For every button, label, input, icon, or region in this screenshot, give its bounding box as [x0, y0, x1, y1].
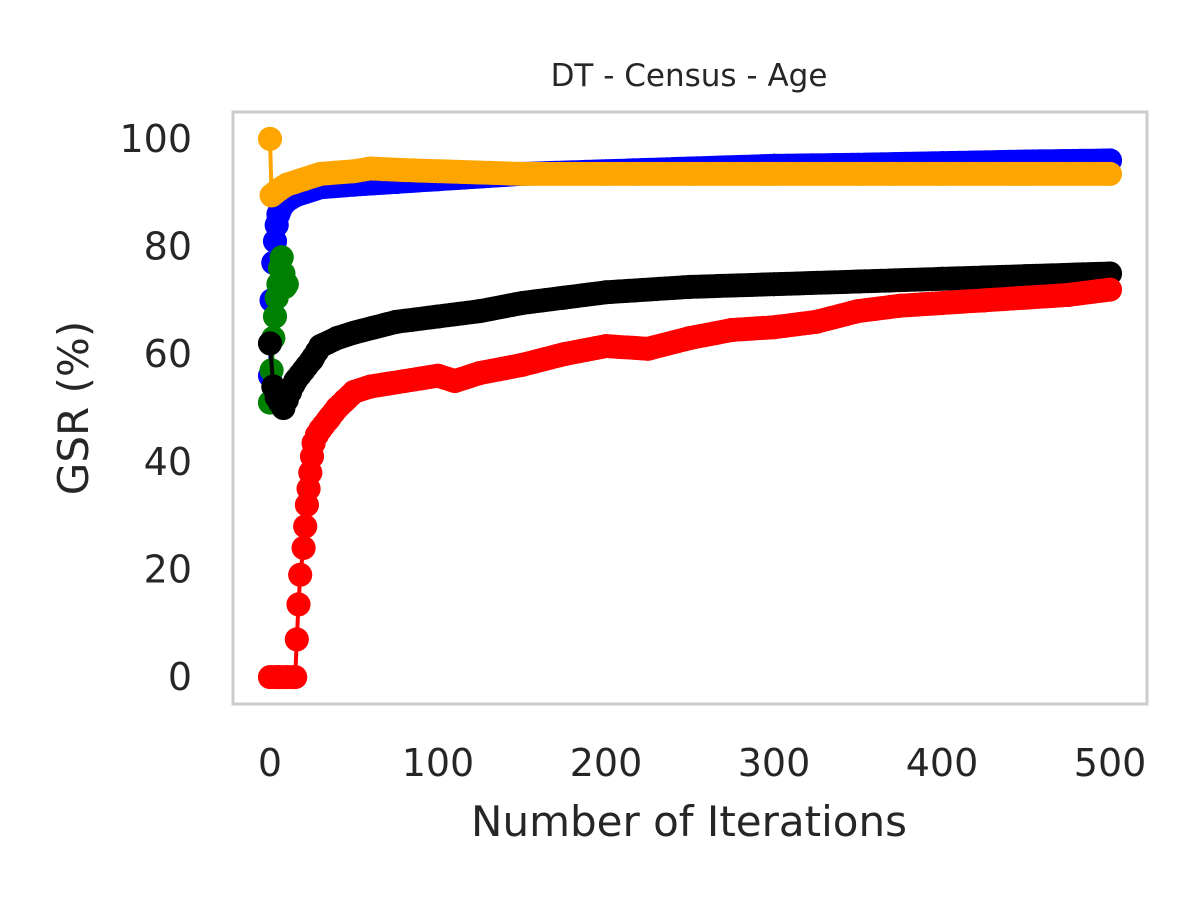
series-point — [286, 592, 311, 617]
series-point — [930, 266, 954, 291]
series-point — [594, 280, 618, 305]
series-point — [972, 288, 996, 313]
series-point — [762, 315, 786, 340]
y-axis-ticks: 0 20 40 60 80 100 — [119, 117, 192, 699]
series-point — [293, 514, 318, 539]
series-5 — [258, 277, 1122, 690]
series-point — [1014, 285, 1038, 310]
series-point — [263, 304, 287, 329]
series-point — [846, 269, 870, 294]
series-point — [468, 299, 492, 324]
series-point — [358, 156, 383, 181]
x-tick-label: 500 — [1074, 741, 1147, 785]
plot-area — [231, 110, 1149, 706]
series-point — [426, 304, 450, 329]
series-point — [846, 299, 870, 324]
y-axis-label: GSR (%) — [49, 321, 98, 495]
x-tick-label: 200 — [570, 741, 643, 785]
series-point — [1056, 283, 1080, 307]
y-tick-label: 60 — [144, 332, 192, 376]
series-point — [552, 342, 576, 367]
x-tick-label: 100 — [402, 741, 475, 785]
series-point — [1098, 277, 1122, 302]
series-point — [804, 309, 828, 334]
y-tick-label: 100 — [119, 117, 192, 161]
series-point — [636, 336, 660, 361]
series-point — [288, 562, 313, 587]
chart-title: DT - Census - Age — [551, 58, 828, 94]
series-point — [510, 291, 534, 316]
series-point — [678, 274, 702, 299]
x-tick-label: 300 — [738, 741, 811, 785]
plot-frame — [231, 110, 1149, 706]
series-point — [678, 326, 702, 350]
series-point — [284, 627, 309, 652]
series-2 — [258, 126, 1122, 208]
series-point — [552, 285, 576, 310]
series-point — [510, 161, 534, 186]
series-point — [392, 158, 417, 183]
series-point — [308, 161, 333, 186]
y-tick-label: 20 — [144, 547, 192, 591]
series-layer — [258, 126, 1122, 690]
series-point — [1014, 161, 1038, 186]
series-point — [442, 369, 467, 394]
series-point — [720, 318, 744, 342]
x-axis-label: Number of Iterations — [471, 797, 907, 846]
y-tick-label: 0 — [168, 655, 192, 699]
series-point — [930, 161, 954, 186]
series-point — [762, 161, 786, 186]
series-4 — [258, 261, 1122, 420]
series-point — [384, 309, 408, 334]
series-point — [342, 320, 366, 345]
series-point — [258, 331, 282, 356]
series-point — [1098, 161, 1122, 186]
series-point — [1014, 264, 1038, 289]
series-point — [762, 272, 786, 297]
y-tick-label: 40 — [144, 440, 192, 484]
series-point — [274, 272, 299, 297]
series-point — [594, 161, 618, 186]
series-point — [291, 535, 316, 560]
x-tick-label: 0 — [258, 741, 282, 785]
series-point — [846, 161, 870, 186]
series-point — [594, 334, 618, 359]
series-point — [678, 161, 702, 186]
series-point — [258, 126, 282, 151]
series-point — [510, 352, 534, 377]
series-point — [426, 159, 450, 184]
x-tick-label: 400 — [906, 741, 979, 785]
series-point — [283, 665, 308, 690]
series-point — [888, 293, 912, 318]
series-point — [468, 361, 492, 385]
series-point — [930, 291, 954, 316]
y-tick-label: 80 — [144, 225, 192, 269]
x-axis-ticks: 0 100 200 300 400 500 — [258, 741, 1146, 785]
